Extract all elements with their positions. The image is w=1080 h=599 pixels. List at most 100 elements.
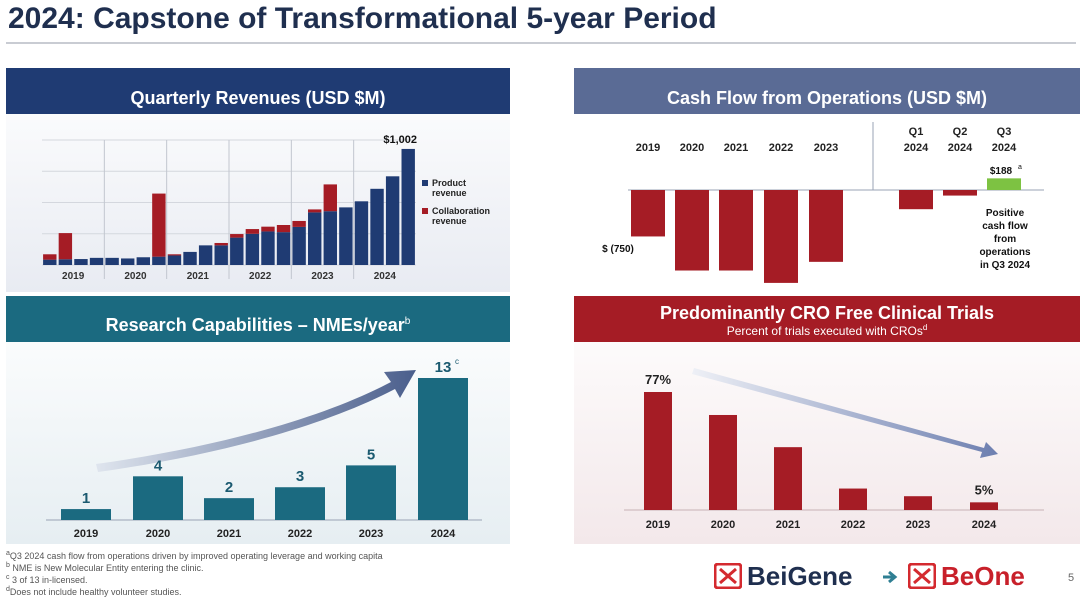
revenue-annotation: $1,002: [383, 134, 417, 146]
x-tick-label: Q2: [953, 126, 968, 138]
cash-flow-annotation: from: [994, 234, 1016, 245]
cash-flow-bar: [631, 190, 665, 237]
beone-wordmark: BeOne: [941, 560, 1025, 591]
research-title: Research Capabilities – NMEs/yearb: [6, 315, 510, 336]
footnote-d: dDoes not include healthy volunteer stud…: [6, 586, 182, 597]
nme-bar: [275, 487, 325, 520]
cash-flow-value-label: $ (750): [602, 244, 634, 255]
page-title: 2024: Capstone of Transformational 5-yea…: [8, 2, 717, 35]
research-chart: 1 2019 4 2020 2 2021 3 2022 5 2023 13 2024 c: [46, 357, 482, 540]
x-tick-label: 2019: [74, 528, 98, 540]
product-revenue-bar: [89, 257, 104, 265]
x-tick-label: 2024: [904, 142, 929, 154]
x-tick-label: 2021: [187, 271, 210, 282]
product-revenue-bar: [136, 257, 150, 265]
x-tick-label: 2024: [948, 142, 973, 154]
cro-bar: [970, 502, 998, 510]
footnote-a-text: Q3 2024 cash flow from operations driven…: [9, 551, 383, 561]
nme-value-label: 1: [82, 490, 90, 507]
x-tick-label: 2019: [62, 271, 85, 282]
legend-label: Collaboration: [432, 206, 490, 216]
nme-bar: [346, 465, 396, 520]
footnote-c-mark: c: [6, 574, 10, 581]
product-revenue-bar: [401, 148, 415, 265]
footnote-b: b NME is New Molecular Entity entering t…: [6, 562, 204, 573]
x-tick-label: 2021: [217, 528, 241, 540]
quarterly-revenue-title: Quarterly Revenues (USD $M): [130, 88, 386, 108]
collaboration-revenue-bar: [261, 226, 275, 232]
x-tick-label: 2023: [311, 271, 334, 282]
legend-swatch: [422, 208, 428, 214]
product-revenue-bar: [43, 259, 57, 265]
nme-value-mark: c: [455, 357, 459, 366]
legend-label: revenue: [432, 216, 467, 226]
nme-bar: [61, 509, 111, 520]
product-revenue-bar: [308, 212, 322, 265]
cash-flow-bar: [899, 190, 933, 210]
x-tick-label: 2020: [124, 271, 147, 282]
cash-flow-bar: [764, 190, 798, 283]
product-revenue-bar: [214, 245, 228, 265]
product-revenue-bar: [230, 237, 244, 265]
cro-bar: [709, 414, 737, 510]
quarterly-revenue-panel: Quarterly Revenues (USD $M) 2019 2020 2021…: [6, 68, 510, 292]
quarterly-revenue-chart: 2019 2020 2021 2022 2023 2024$1,002Productrev…: [42, 134, 490, 282]
nme-bar: [204, 498, 254, 520]
footnote-a: aQ3 2024 cash flow from operations drive…: [6, 550, 383, 561]
beigene-mark-icon: [714, 563, 742, 589]
trend-arrow: [692, 368, 998, 458]
title-divider: [6, 42, 1076, 44]
cash-flow-bar: [809, 190, 843, 262]
product-revenue-bar: [74, 259, 88, 265]
nme-bar: [133, 476, 183, 520]
x-tick-label: 2021: [776, 519, 800, 531]
collaboration-revenue-bar: [230, 234, 244, 238]
product-revenue-bar: [245, 233, 260, 265]
x-tick-label: 2023: [906, 519, 930, 531]
product-revenue-bar: [339, 207, 353, 265]
x-tick-label: 2024: [431, 528, 456, 540]
legend-label: Product: [432, 178, 466, 188]
collaboration-revenue-bar: [245, 229, 260, 234]
x-tick-label: 2019: [636, 142, 660, 154]
legend-swatch: [422, 180, 428, 186]
product-revenue-bar: [183, 251, 197, 265]
collaboration-revenue-bar: [323, 184, 337, 212]
x-tick-label: 2022: [288, 528, 312, 540]
product-revenue-bar: [198, 245, 213, 265]
x-tick-label: 2022: [249, 271, 272, 282]
collaboration-revenue-bar: [214, 242, 228, 246]
beigene-wordmark: BeiGene: [747, 560, 853, 591]
product-revenue-bar: [167, 255, 182, 265]
cash-flow-panel: Cash Flow from Operations (USD $M) 2019 2…: [574, 68, 1080, 292]
cash-flow-annotation: Positive: [986, 208, 1025, 219]
research-title-text: Research Capabilities – NMEs/year: [105, 315, 405, 335]
research-header: Research Capabilities – NMEs/yearb: [6, 296, 510, 342]
beone-mark-icon: [908, 563, 936, 589]
footnote-c-text: 3 of 13 in-licensed.: [12, 575, 88, 585]
footnote-d-mark: d: [6, 586, 10, 593]
collaboration-revenue-bar: [276, 225, 291, 233]
product-revenue-bar: [370, 188, 384, 265]
legend-label: revenue: [432, 188, 467, 198]
cro-subtitle-text: Percent of trials executed with CROs: [726, 324, 923, 338]
nme-value-label: 3: [296, 468, 304, 485]
footnote-b-mark: b: [6, 562, 10, 569]
product-revenue-bar: [354, 201, 369, 265]
product-revenue-bar: [261, 231, 275, 265]
x-tick-label: 2023: [814, 142, 838, 154]
footnote-c: c 3 of 13 in-licensed.: [6, 574, 88, 585]
nme-value-label: 13: [435, 359, 452, 376]
quarterly-revenue-header: Quarterly Revenues (USD $M): [6, 68, 510, 114]
cro-value-label: 77%: [645, 372, 671, 387]
collaboration-revenue-bar: [292, 220, 306, 227]
footnote-d-text: Does not include healthy volunteer studi…: [9, 587, 182, 597]
collaboration-revenue-bar: [43, 254, 57, 260]
collaboration-revenue-bar: [152, 193, 166, 257]
product-revenue-bar: [121, 258, 135, 265]
x-tick-label: 2019: [646, 519, 670, 531]
product-revenue-bar: [58, 259, 73, 265]
cash-flow-bar: [675, 190, 709, 271]
product-revenue-bar: [385, 176, 400, 265]
nme-value-label: 2: [225, 479, 233, 496]
